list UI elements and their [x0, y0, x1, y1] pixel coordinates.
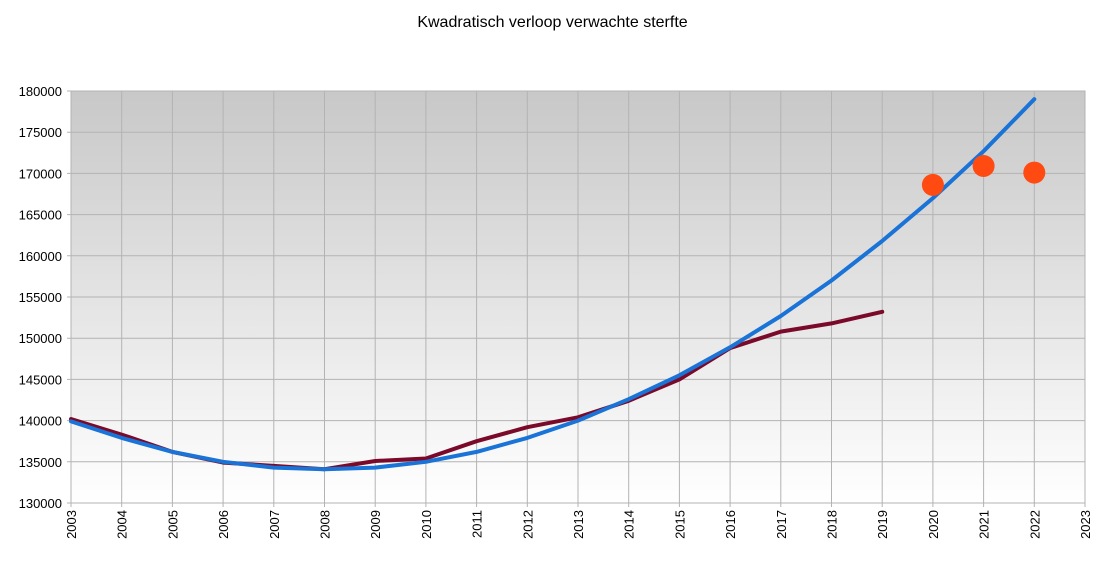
- x-tick-label: 2010: [419, 510, 434, 539]
- data-point-2021: [972, 154, 995, 177]
- data-point-2022: [1023, 161, 1046, 184]
- x-tick-label: 2020: [926, 510, 941, 539]
- data-point-2020: [921, 173, 944, 196]
- y-tick-label: 145000: [19, 372, 62, 387]
- x-tick-label: 2015: [672, 510, 687, 539]
- y-tick-label: 160000: [19, 249, 62, 264]
- x-tick-label: 2018: [825, 510, 840, 539]
- y-tick-label: 170000: [19, 166, 62, 181]
- x-tick-label: 2021: [977, 510, 992, 539]
- x-tick-label: 2005: [165, 510, 180, 539]
- x-tick-label: 2014: [622, 510, 637, 539]
- x-tick-label: 2017: [774, 510, 789, 539]
- y-tick-label: 155000: [19, 290, 62, 305]
- x-tick-label: 2022: [1027, 510, 1042, 539]
- y-tick-label: 135000: [19, 455, 62, 470]
- series-line-1: [69, 97, 1037, 472]
- x-tick-label: 2023: [1078, 510, 1093, 539]
- x-tick-label: 2008: [318, 510, 333, 539]
- chart-title: Kwadratisch verloop verwachte sterfte: [417, 14, 688, 31]
- x-tick-label: 2009: [368, 510, 383, 539]
- y-tick-label: 150000: [19, 331, 62, 346]
- y-tick-label: 140000: [19, 414, 62, 429]
- y-tick-label: 175000: [19, 125, 62, 140]
- y-tick-label: 130000: [19, 496, 62, 511]
- x-tick-label: 2013: [571, 510, 586, 539]
- x-tick-label: 2012: [520, 510, 535, 539]
- x-tick-label: 2011: [470, 510, 485, 538]
- plot-frame: [70, 90, 1086, 504]
- x-tick-label: 2016: [723, 510, 738, 539]
- y-tick-label: 165000: [19, 208, 62, 223]
- x-tick-label: 2019: [875, 510, 890, 539]
- x-tick-label: 2007: [267, 510, 282, 539]
- x-tick-label: 2004: [115, 510, 130, 539]
- y-tick-label: 180000: [19, 84, 62, 99]
- x-tick-label: 2006: [216, 510, 231, 539]
- x-tick-label: 2003: [64, 510, 79, 539]
